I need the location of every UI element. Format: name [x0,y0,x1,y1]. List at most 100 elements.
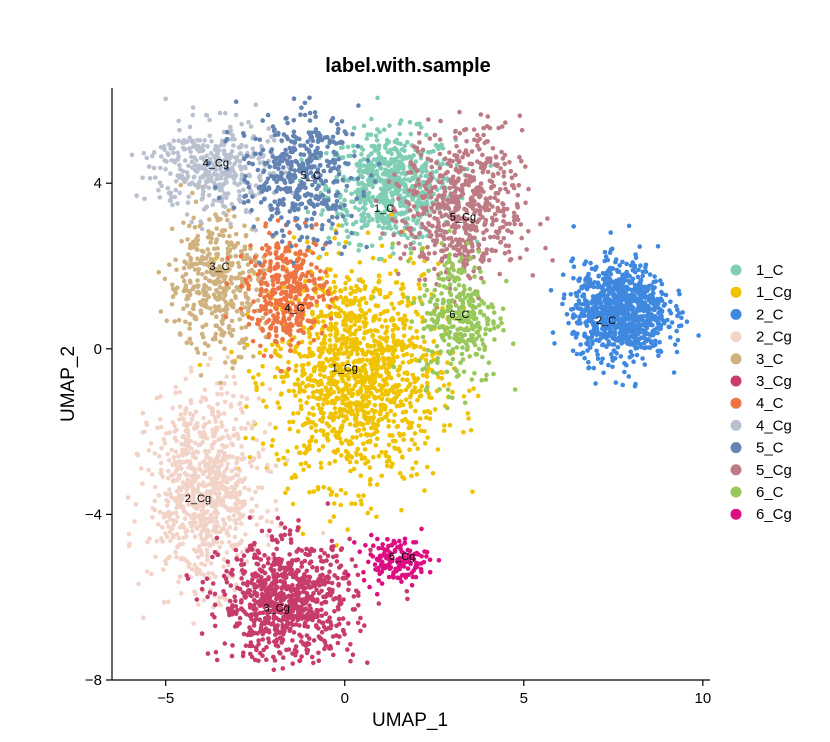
data-point [262,570,268,576]
data-point [410,175,415,181]
data-point [206,419,212,425]
data-point [622,369,627,375]
data-point [560,272,566,278]
data-point [234,481,240,486]
data-point [369,116,374,122]
data-point [604,316,610,322]
data-point [326,326,332,332]
data-point [439,376,445,381]
data-point [190,286,196,292]
data-point [335,211,340,216]
data-point [384,137,390,143]
data-point [162,276,168,282]
data-point [144,420,149,426]
data-point [190,190,195,196]
data-point [394,280,400,285]
data-point [379,386,384,391]
data-point [201,429,206,435]
data-point [326,235,332,241]
data-point [395,354,400,360]
data-point [232,381,238,386]
data-point [200,324,205,330]
data-point [594,348,599,354]
data-point [239,456,245,462]
data-point [198,571,204,576]
data-point [624,292,629,298]
data-point [668,299,673,305]
data-point [219,423,225,429]
data-point [402,313,408,319]
data-point [188,438,193,444]
data-point [354,380,360,385]
data-point [391,419,397,424]
data-point [228,583,234,588]
data-point [371,315,377,320]
data-point [656,353,661,359]
data-point [175,514,180,520]
data-point [323,611,329,616]
data-point [236,436,241,441]
data-point [335,338,341,343]
data-point [331,279,337,285]
data-point [384,335,390,340]
data-point [213,427,219,433]
data-point [240,501,245,507]
data-point [659,289,664,295]
data-point [233,466,238,471]
data-point [232,534,238,540]
data-point [330,634,336,639]
data-point [239,538,244,544]
data-point [251,354,256,359]
data-point [354,588,359,594]
data-point [362,623,367,628]
data-point [288,540,294,545]
data-point [271,667,277,673]
data-point [215,391,220,397]
data-point [676,288,681,294]
data-point [588,345,593,350]
data-point [268,593,273,599]
data-point [185,430,191,436]
data-point [284,625,289,630]
data-point [372,396,378,401]
data-point [631,342,637,348]
data-point [319,346,325,351]
data-point [624,340,630,346]
data-point [566,320,571,326]
data-point [318,372,323,378]
data-point [314,565,320,571]
data-point [411,296,417,302]
data-point [640,273,645,279]
data-point [369,243,375,248]
data-point [231,433,236,439]
data-point [390,245,395,250]
data-point [609,352,614,357]
data-point [231,245,237,250]
data-point [430,353,435,358]
data-point [345,234,351,240]
data-point [235,498,241,503]
data-point [372,403,378,408]
data-point [349,409,354,414]
data-point [389,464,394,470]
data-point [333,273,338,279]
data-point [189,446,194,452]
data-point [354,459,359,465]
data-point [148,441,154,446]
data-point [650,329,656,334]
data-point [254,287,259,293]
data-point [355,572,361,578]
data-point [235,585,240,591]
data-point [282,525,288,530]
data-point [374,429,380,434]
data-point [354,435,359,440]
data-point [344,221,349,226]
data-point [358,498,364,503]
data-point [668,335,673,340]
data-point [203,256,208,261]
data-point [351,466,357,472]
data-point [158,309,164,314]
data-point [390,384,396,390]
data-point [206,533,211,538]
data-point [381,403,386,408]
